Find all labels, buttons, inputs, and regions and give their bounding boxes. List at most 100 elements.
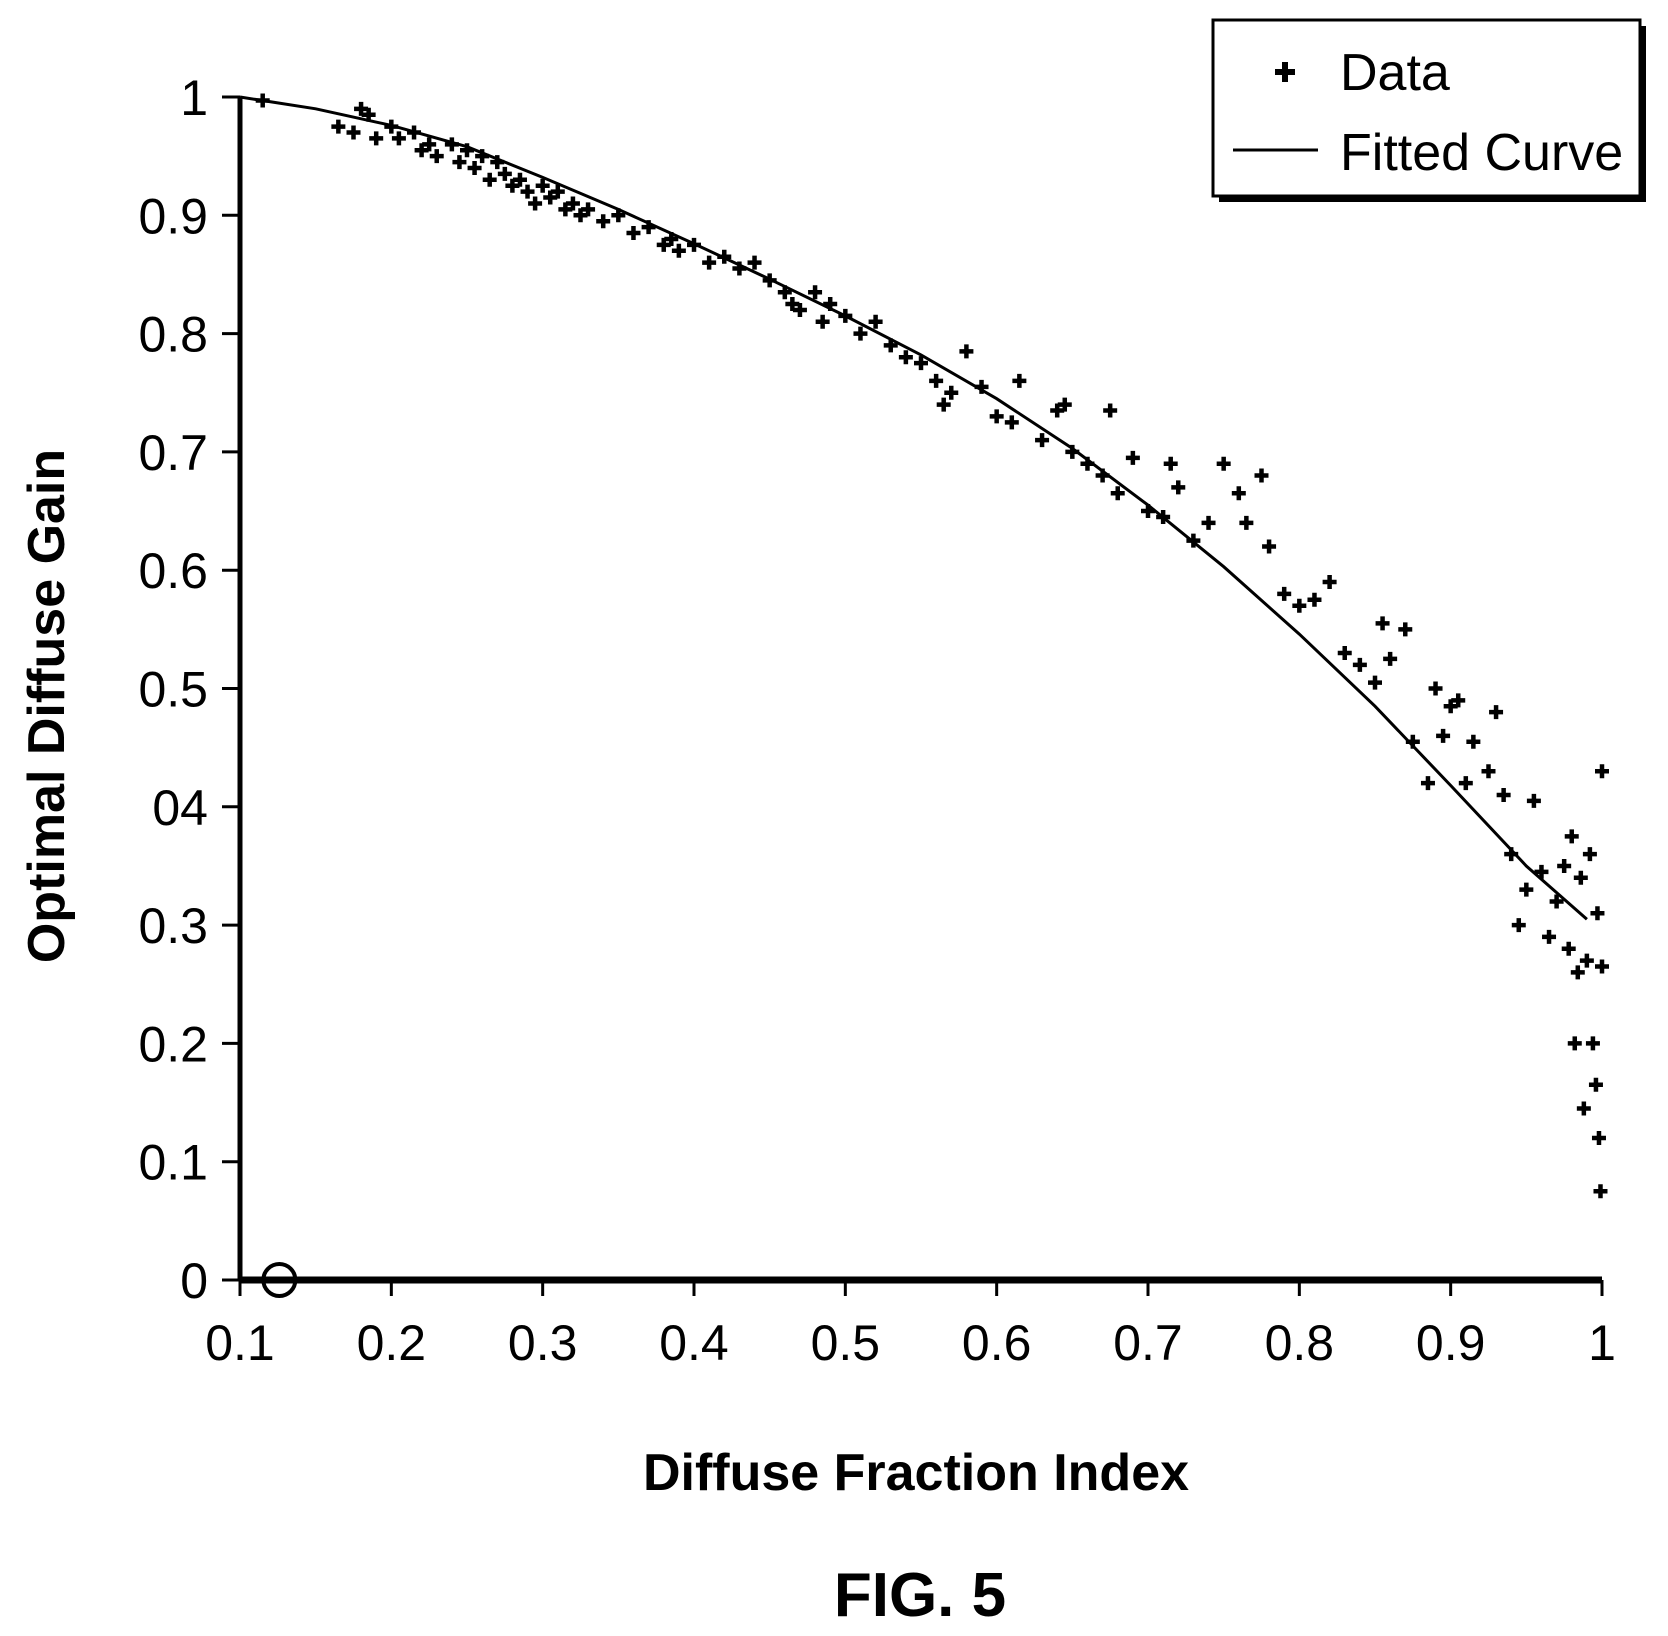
data-point [331, 119, 346, 134]
fitted-curve-line [239, 95, 1588, 921]
data-point [936, 397, 951, 412]
data-point [1519, 882, 1534, 897]
data-point [407, 125, 422, 140]
data-point [1405, 734, 1420, 749]
data-point [1231, 486, 1246, 501]
data-point [1292, 598, 1307, 613]
data-point [1065, 444, 1080, 459]
y-axis-ticks: 0 0.1 0.2 0.3 04 0.5 0.6 0.7 0.8 0.9 1 [138, 70, 240, 1309]
y-tick-label: 0.8 [138, 307, 208, 363]
data-point [444, 137, 459, 152]
data-point [1095, 468, 1110, 483]
data-point [490, 155, 505, 170]
data-point [1012, 373, 1027, 388]
data-point [785, 297, 800, 312]
y-axis-title: Optimal Diffuse Gain [18, 449, 76, 963]
data-point [671, 243, 686, 258]
data-point [1050, 403, 1065, 418]
data-point [1368, 675, 1382, 690]
data-point [1595, 764, 1609, 779]
data-point [1141, 504, 1155, 519]
x-tick-label: 0.5 [811, 1315, 881, 1371]
data-point [1511, 918, 1526, 933]
data-point [475, 149, 490, 164]
data-point [1171, 480, 1186, 495]
data-point [1564, 829, 1579, 844]
data-point [1504, 847, 1519, 862]
data-point [1567, 1036, 1582, 1051]
data-point [1035, 433, 1050, 448]
data-point [1383, 651, 1398, 666]
data-point [1004, 415, 1019, 430]
data-point [452, 155, 467, 170]
legend-marker-data [1275, 62, 1295, 82]
data-point [883, 338, 898, 353]
data-point [1585, 1036, 1600, 1051]
x-tick-label: 0.4 [659, 1315, 729, 1371]
y-tick-label: 04 [152, 780, 208, 836]
data-point [1103, 403, 1118, 418]
data-point [989, 409, 1004, 424]
data-point [1156, 509, 1171, 524]
data-point [1489, 705, 1504, 720]
data-point [1579, 953, 1594, 968]
data-point [1186, 533, 1201, 548]
legend-label-data: Data [1340, 44, 1450, 102]
data-point [914, 356, 928, 371]
data-point [346, 125, 361, 140]
y-tick-label: 0.1 [138, 1135, 208, 1191]
x-tick-label: 0.7 [1113, 1315, 1183, 1371]
data-point [1593, 1184, 1608, 1199]
data-point [777, 285, 792, 300]
y-tick-label: 1 [180, 70, 208, 126]
data-point [1254, 468, 1269, 483]
data-point [1595, 959, 1609, 974]
data-point [1542, 929, 1557, 944]
data-point [611, 208, 626, 223]
y-tick-label: 0.7 [138, 425, 208, 481]
data-point [762, 273, 777, 288]
data-point [1573, 870, 1588, 885]
data-point [429, 149, 444, 164]
data-point [1436, 728, 1451, 743]
x-tick-label: 0.1 [205, 1315, 275, 1371]
x-tick-label: 0.3 [508, 1315, 578, 1371]
data-point [528, 196, 543, 211]
x-tick-label: 0.6 [962, 1315, 1032, 1371]
data-point [581, 202, 596, 217]
y-tick-label: 0.6 [138, 543, 208, 599]
data-point [414, 143, 429, 158]
data-point [1398, 622, 1413, 637]
data-point [1443, 699, 1458, 714]
data-point [1239, 515, 1254, 530]
data-point [550, 184, 565, 199]
plot-area: 0.1 0.2 0.3 0.4 0.5 0.6 0.7 0.8 0.9 1 00.10.20.30… [138, 70, 1615, 1371]
data-point [565, 196, 580, 211]
data-point [898, 350, 913, 365]
data-point [384, 119, 399, 134]
data-point [1588, 1077, 1603, 1092]
data-point [255, 93, 270, 108]
data-point [596, 214, 611, 229]
y-tick-label: 0 [180, 1253, 208, 1309]
data-point [543, 190, 558, 205]
data-point [1110, 486, 1125, 501]
data-point [1582, 847, 1597, 862]
data-point [823, 297, 838, 312]
legend: Data Fitted Curve [1211, 18, 1646, 202]
y-tick-label: 0.3 [138, 898, 208, 954]
data-point [1201, 515, 1216, 530]
data-point [361, 107, 376, 122]
data-point [1570, 965, 1585, 980]
x-axis-title: Diffuse Fraction Index [643, 1444, 1189, 1502]
data-point [747, 255, 762, 270]
data-point [1561, 941, 1576, 956]
data-point [1451, 693, 1466, 708]
data-point [1216, 456, 1231, 471]
data-point [732, 261, 747, 276]
x-tick-label: 0.8 [1265, 1315, 1335, 1371]
data-point [959, 344, 974, 359]
data-point [512, 172, 527, 187]
data-point [868, 314, 883, 329]
